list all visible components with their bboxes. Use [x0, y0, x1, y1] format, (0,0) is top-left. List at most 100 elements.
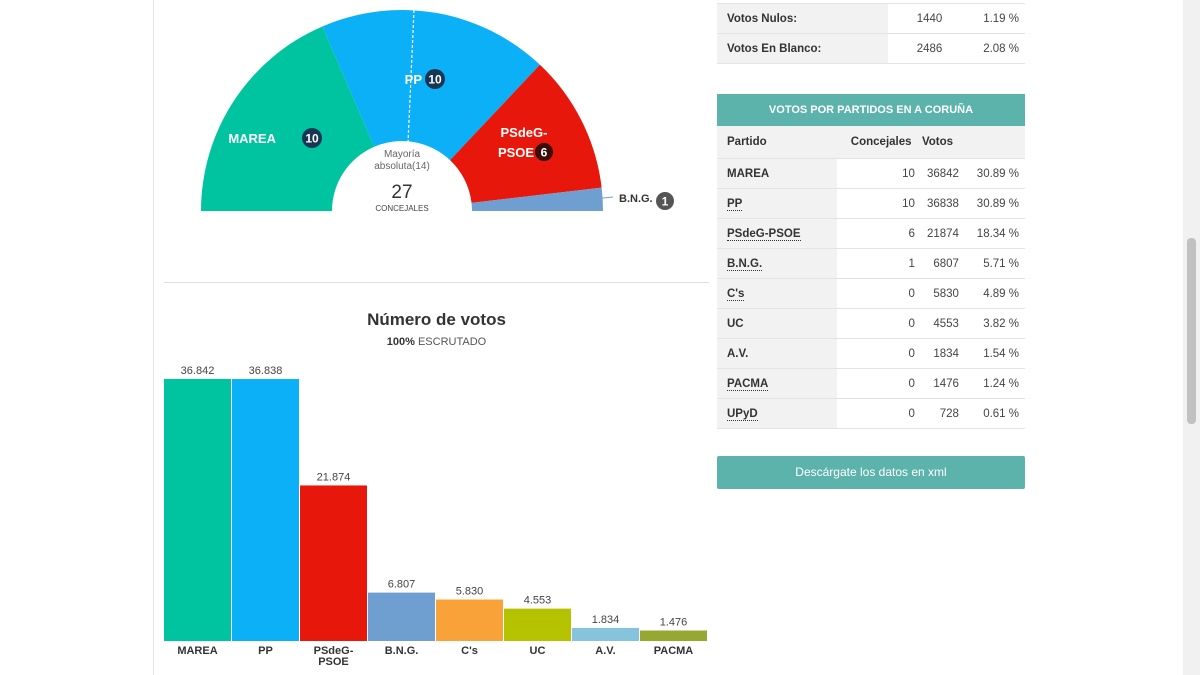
bar-3[interactable]: [300, 485, 367, 641]
majority-line: [407, 9, 415, 144]
bar-value-label: 36.842: [181, 365, 215, 377]
party-seats: 0: [836, 338, 921, 369]
chart-subtitle: 100% ESCRUTADO: [164, 336, 709, 348]
table-row: A.V. 0 1834 1.54 %: [717, 338, 1025, 369]
party-votes: 6807: [920, 248, 965, 279]
seat-badge-psoe: [535, 143, 553, 161]
party-abbreviation[interactable]: PACMA: [727, 377, 769, 391]
x-axis-tick-label: PP: [258, 645, 273, 657]
hemicycle-segment-psoe: [450, 64, 602, 203]
summary-table: Votos Nulos: 1440 1.19 % Votos En Blanco…: [717, 3, 1025, 64]
bar-7[interactable]: [572, 627, 639, 641]
party-seats: 0: [836, 368, 921, 399]
party-votes: 36838: [920, 188, 965, 219]
votes-bar-chart: 36.842 MAREA 36.838 PP 21.874 PSdeG-PSOE 6.807…: [164, 365, 707, 668]
party-votes: 1834: [920, 338, 965, 369]
party-abbreviation[interactable]: PP: [727, 197, 743, 211]
party-percent: 1.24 %: [964, 368, 1025, 399]
majority-label-line2: absoluta(14): [374, 161, 430, 172]
x-axis-tick-label: UC: [530, 645, 546, 657]
bar-8[interactable]: [640, 630, 707, 641]
row-label: Votos Nulos:: [717, 3, 888, 34]
table-row: PP 10 36838 30.89 %: [717, 188, 1025, 219]
hemicycle-segment-bng: [471, 187, 603, 211]
party-name: PACMA: [717, 368, 837, 399]
party-name: UC: [717, 308, 837, 339]
bar-5[interactable]: [436, 599, 503, 641]
x-axis-tick-label: B.N.G.: [385, 645, 419, 657]
party-percent: 18.34 %: [964, 218, 1025, 249]
party-votes: 728: [920, 398, 965, 429]
bar-value-label: 21.874: [317, 471, 351, 483]
seat-badge-bng-count: 1: [662, 195, 669, 209]
column-header-percent: [964, 126, 1025, 159]
party-percent: 1.54 %: [964, 338, 1025, 369]
party-abbreviation[interactable]: UPyD: [727, 407, 758, 421]
column-header-party: Partido: [717, 126, 837, 159]
party-name: UPyD: [717, 398, 837, 429]
hemicycle-label-psoe-line2: PSOE: [498, 145, 534, 160]
table-row: PSdeG-PSOE 6 21874 18.34 %: [717, 218, 1025, 249]
majority-label-line1: Mayoría: [384, 149, 421, 160]
party-abbreviation[interactable]: PSdeG-PSOE: [727, 227, 801, 241]
party-name: C's: [717, 278, 837, 309]
hemicycle-label-psoe-line1: PSdeG-: [501, 125, 548, 140]
left-column: MAREA 10 PP 10 PSdeG- PSOE 6 B.N.G. 1 Ma…: [154, 0, 714, 675]
party-percent: 30.89 %: [964, 158, 1025, 189]
total-seats-unit: CONCEJALES: [375, 204, 428, 213]
party-votes: 21874: [920, 218, 965, 249]
party-name: B.N.G.: [717, 248, 837, 279]
x-axis-tick-label: MAREA: [177, 645, 217, 657]
party-votes: 4553: [920, 308, 965, 339]
party-votes: 5830: [920, 278, 965, 309]
page-container: MAREA 10 PP 10 PSdeG- PSOE 6 B.N.G. 1 Ma…: [153, 0, 1184, 675]
party-abbreviation[interactable]: B.N.G.: [727, 257, 763, 271]
party-seats: 10: [836, 158, 921, 189]
table-row: C's 0 5830 4.89 %: [717, 278, 1025, 309]
page-scrollbar[interactable]: [1183, 0, 1200, 675]
bar-2[interactable]: [232, 379, 299, 641]
bar-1[interactable]: [164, 379, 231, 641]
scrollbar-thumb[interactable]: [1187, 238, 1196, 424]
bar-value-label: 4.553: [524, 595, 552, 607]
hemicycle-label-marea: MAREA: [228, 131, 276, 146]
party-table-header: VOTOS POR PARTIDOS EN A CORUÑA: [717, 94, 1025, 126]
bar-value-label: 5.830: [456, 586, 484, 598]
bar-6[interactable]: [504, 608, 571, 641]
party-votes: 36842: [920, 158, 965, 189]
seat-badge-pp: [425, 69, 445, 89]
party-name: PP: [717, 188, 837, 219]
row-percent: 1.19 %: [948, 3, 1025, 34]
table-row: UPyD 0 728 0.61 %: [717, 398, 1025, 429]
party-percent: 4.89 %: [964, 278, 1025, 309]
party-percent: 0.61 %: [964, 398, 1025, 429]
bar-value-label: 1.834: [592, 614, 620, 626]
table-row: UC 0 4553 3.82 %: [717, 308, 1025, 339]
party-name: PSdeG-PSOE: [717, 218, 837, 249]
party-name: MAREA: [717, 158, 837, 189]
party-abbreviation[interactable]: C's: [727, 287, 745, 301]
bar-value-label: 1.476: [660, 617, 688, 629]
party-seats: 6: [836, 218, 921, 249]
party-percent: 3.82 %: [964, 308, 1025, 339]
download-xml-button[interactable]: Descárgate los datos en xml: [717, 456, 1025, 489]
x-axis-tick-label: PSdeG-: [314, 645, 354, 657]
party-votes-table: Partido Concejales Votos MAREA 10 36842 30.…: [717, 126, 1025, 429]
party-seats: 0: [836, 308, 921, 339]
hemicycle-label-bng: B.N.G.: [619, 193, 653, 205]
hemicycle-label-pp: PP: [405, 72, 423, 87]
seat-badge-marea: [302, 128, 322, 148]
bar-4[interactable]: [368, 592, 435, 641]
seat-badge-pp-count: 10: [428, 73, 442, 87]
row-percent: 2.08 %: [948, 33, 1025, 64]
hemicycle-chart: MAREA 10 PP 10 PSdeG- PSOE 6 B.N.G. 1 Ma…: [201, 9, 674, 213]
hemicycle-segment-marea: [201, 26, 375, 211]
x-axis-tick-label: C's: [461, 645, 478, 657]
party-seats: 0: [836, 278, 921, 309]
seat-badge-marea-count: 10: [305, 132, 319, 146]
table-header-row: Partido Concejales Votos: [717, 126, 1025, 159]
seat-badge-bng: [656, 192, 674, 210]
section-divider: [164, 282, 709, 283]
bar-value-label: 6.807: [388, 579, 416, 591]
table-row: PACMA 0 1476 1.24 %: [717, 368, 1025, 399]
